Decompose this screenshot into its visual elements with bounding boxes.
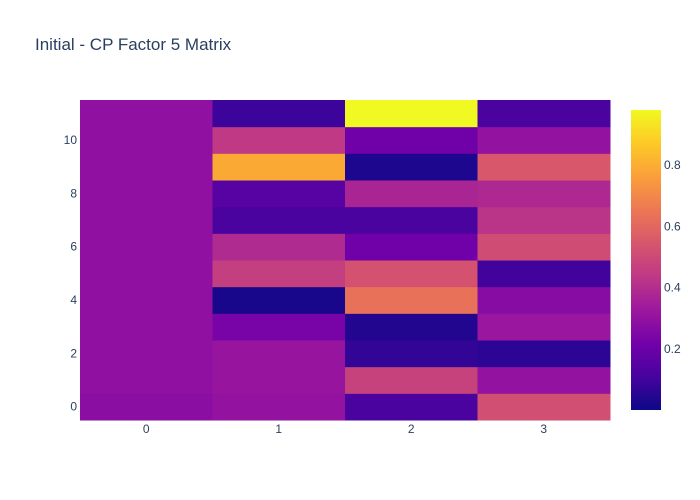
heatmap-cell — [345, 206, 478, 234]
y-axis-ticks: 0 2 4 6 8 10 — [64, 133, 78, 414]
heatmap-cell — [212, 366, 346, 394]
heatmap-cell — [477, 313, 611, 341]
heatmap-cell — [212, 340, 346, 368]
heatmap-cell — [345, 366, 478, 394]
heatmap-cell — [212, 180, 346, 208]
heatmap-cell — [80, 153, 213, 181]
x-tick-label: 1 — [275, 422, 282, 436]
y-tick-label: 0 — [70, 400, 77, 414]
x-tick-label: 2 — [408, 422, 415, 436]
heatmap-cell — [80, 233, 213, 261]
heatmap-cell — [477, 286, 611, 314]
y-tick-label: 2 — [70, 346, 77, 360]
heatmap-cell — [212, 286, 346, 314]
heatmap-cell — [80, 393, 213, 421]
heatmap-cell — [477, 100, 611, 128]
heatmap-cell — [212, 206, 346, 234]
heatmap-cell — [345, 100, 478, 128]
y-tick-label: 6 — [70, 240, 77, 254]
heatmap-cell — [345, 340, 478, 368]
heatmap-cell — [477, 340, 611, 368]
heatmap-cell — [345, 153, 478, 181]
heatmap-cell — [212, 100, 346, 128]
heatmap-cells — [80, 100, 611, 421]
heatmap-cell — [477, 153, 611, 181]
heatmap-cell — [212, 393, 346, 421]
heatmap-cell — [80, 366, 213, 394]
heatmap-cell — [80, 340, 213, 368]
heatmap-cell — [80, 100, 213, 128]
heatmap-cell — [477, 366, 611, 394]
heatmap-cell — [80, 180, 213, 208]
heatmap-cell — [345, 313, 478, 341]
colorbar-tick-label: 0.8 — [664, 158, 681, 172]
heatmap-cell — [80, 126, 213, 154]
heatmap-cell — [477, 233, 611, 261]
heatmap-cell — [80, 313, 213, 341]
heatmap-cell — [477, 206, 611, 234]
heatmap-cell — [477, 126, 611, 154]
chart-title: Initial - CP Factor 5 Matrix — [35, 35, 232, 54]
colorbar-tick-label: 0.2 — [664, 342, 681, 356]
colorbar-ticks: 0.2 0.4 0.6 0.8 — [664, 158, 681, 356]
y-tick-label: 4 — [70, 293, 77, 307]
heatmap-cell — [212, 153, 346, 181]
heatmap-cell — [477, 260, 611, 288]
colorbar: 0.2 0.4 0.6 0.8 — [631, 110, 681, 410]
heatmap-cell — [80, 206, 213, 234]
heatmap-cell — [477, 393, 611, 421]
heatmap-cell — [477, 180, 611, 208]
heatmap-cell — [345, 233, 478, 261]
y-tick-label: 8 — [70, 186, 77, 200]
x-tick-label: 3 — [540, 422, 547, 436]
colorbar-gradient — [631, 110, 661, 410]
heatmap-cell — [212, 313, 346, 341]
heatmap-cell — [345, 180, 478, 208]
colorbar-tick-label: 0.4 — [664, 281, 681, 295]
x-axis-ticks: 0 1 2 3 — [143, 422, 548, 436]
heatmap-cell — [212, 260, 346, 288]
x-tick-label: 0 — [143, 422, 150, 436]
y-tick-label: 10 — [64, 133, 78, 147]
colorbar-tick-label: 0.6 — [664, 219, 681, 233]
heatmap-cell — [212, 126, 346, 154]
heatmap-cell — [345, 126, 478, 154]
heatmap-cell — [345, 260, 478, 288]
heatmap-cell — [345, 286, 478, 314]
heatmap-cell — [212, 233, 346, 261]
heatmap-cell — [80, 260, 213, 288]
heatmap-cell — [80, 286, 213, 314]
heatmap-cell — [345, 393, 478, 421]
